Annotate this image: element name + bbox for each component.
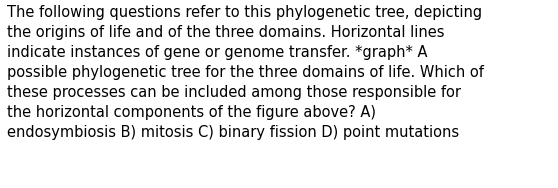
Text: The following questions refer to this phylogenetic tree, depicting
the origins o: The following questions refer to this ph… <box>7 5 484 140</box>
